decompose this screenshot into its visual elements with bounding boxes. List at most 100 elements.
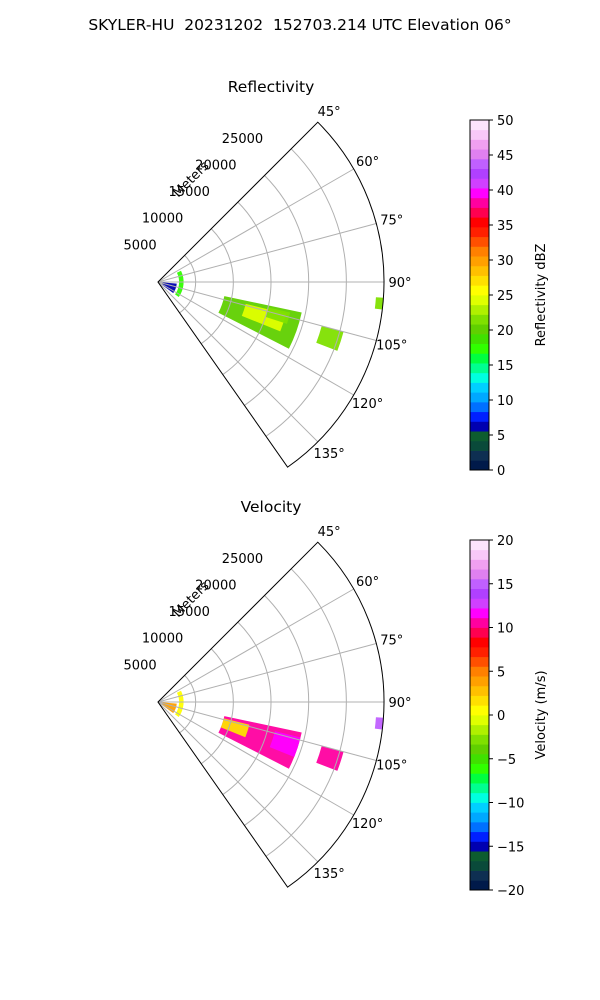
reflectivity-colorbar-segment xyxy=(470,120,489,131)
velocity-colorbar-segment xyxy=(470,715,489,726)
velocity-colorbar-segment xyxy=(470,549,489,560)
velocity-colorbar-tick-label: 5 xyxy=(497,665,505,680)
velocity-azimuth-gridline xyxy=(157,701,354,816)
velocity-colorbar-segment xyxy=(470,569,489,580)
reflectivity-colorbar-tick-label: 20 xyxy=(497,324,514,339)
velocity-azimuth-tick-label: 90° xyxy=(388,696,411,711)
velocity-colorbar-segment xyxy=(470,753,489,765)
figure-title: SKYLER-HU 20231202 152703.214 UTC Elevat… xyxy=(88,16,512,34)
reflectivity-colorbar-segment xyxy=(470,207,489,218)
velocity-colorbar-segment xyxy=(470,598,489,609)
velocity-azimuth-gridline xyxy=(157,588,354,703)
velocity-colorbar-segment xyxy=(470,783,489,794)
velocity-azimuth-tick-label: 60° xyxy=(356,575,379,590)
reflectivity-colorbar-tick-label: 25 xyxy=(497,289,514,304)
velocity-colorbar-segment xyxy=(470,812,489,823)
reflectivity-azimuth-gridline xyxy=(157,281,319,443)
velocity-azimuth-tick-label: 120° xyxy=(352,817,383,832)
velocity-azimuth-tick-label: 45° xyxy=(318,525,341,540)
reflectivity-colorbar-segment xyxy=(470,382,489,393)
reflectivity-colorbar-segment xyxy=(470,188,489,199)
reflectivity-echo-region xyxy=(175,270,184,298)
reflectivity-azimuth-gridline xyxy=(157,281,377,341)
reflectivity-range-ring xyxy=(244,175,310,406)
velocity-radial-tick-label: 20000 xyxy=(195,578,236,593)
reflectivity-colorbar-segment xyxy=(470,275,489,286)
velocity-colorbar-segment xyxy=(470,792,489,803)
velocity-echo-region xyxy=(374,717,384,730)
velocity-colorbar-segment xyxy=(470,637,489,648)
reflectivity-radial-tick-label: 15000 xyxy=(169,185,210,200)
reflectivity-colorbar-segment xyxy=(470,246,489,257)
reflectivity-colorbar-segment xyxy=(470,168,489,179)
velocity-colorbar-segment xyxy=(470,685,489,696)
reflectivity-azimuth-tick-label: 75° xyxy=(380,213,403,228)
reflectivity-colorbar-segment xyxy=(470,139,489,150)
velocity-colorbar-segment xyxy=(470,870,489,881)
velocity-colorbar-segment xyxy=(470,559,489,570)
reflectivity-colorbar-segment xyxy=(470,236,489,247)
velocity-azimuth-tick-label: 75° xyxy=(380,633,403,648)
reflectivity-colorbar-segment xyxy=(470,401,489,413)
reflectivity-range-ring xyxy=(200,228,234,345)
velocity-colorbar-segment xyxy=(470,831,489,842)
reflectivity-echo-region xyxy=(316,325,344,351)
reflectivity-colorbar-segment xyxy=(470,178,489,189)
reflectivity-azimuth-tick-label: 90° xyxy=(388,276,411,291)
reflectivity-radial-tick-label: 20000 xyxy=(195,158,236,173)
reflectivity-colorbar-tick-label: 40 xyxy=(497,184,514,199)
velocity-colorbar-segment xyxy=(470,646,489,658)
reflectivity-colorbar-segment xyxy=(470,431,489,442)
velocity-colorbar-label: Velocity (m/s) xyxy=(534,670,549,759)
reflectivity-colorbar-segment xyxy=(470,411,489,422)
velocity-colorbar-segment xyxy=(470,880,489,891)
reflectivity-echo-region xyxy=(265,307,291,324)
velocity-radial-tick-label: 5000 xyxy=(124,658,157,673)
reflectivity-azimuth-tick-label: 105° xyxy=(376,339,407,354)
reflectivity-colorbar-segment xyxy=(470,256,489,267)
velocity-range-ring xyxy=(222,621,272,795)
velocity-colorbar-segment xyxy=(470,540,489,551)
reflectivity-colorbar-segment xyxy=(470,353,489,364)
reflectivity-colorbar-segment xyxy=(470,392,489,403)
velocity-colorbar-tick-label: 0 xyxy=(497,709,505,724)
velocity-azimuth-gridline xyxy=(157,701,377,761)
velocity-colorbar-tick-label: −5 xyxy=(497,753,516,768)
reflectivity-colorbar-tick-label: 5 xyxy=(497,429,505,444)
velocity-colorbar-segment xyxy=(470,744,489,755)
velocity-colorbar-segment xyxy=(470,676,489,687)
reflectivity-radial-tick-label: 25000 xyxy=(222,132,263,147)
velocity-range-ring xyxy=(265,568,347,857)
velocity-colorbar-segment xyxy=(470,841,489,852)
reflectivity-colorbar-segment xyxy=(470,226,489,238)
velocity-colorbar-tick-label: −10 xyxy=(497,797,524,812)
velocity-range-ring xyxy=(179,675,197,734)
reflectivity-range-ring xyxy=(265,148,347,437)
velocity-echo-region xyxy=(175,690,184,718)
reflectivity-colorbar-segment xyxy=(470,343,489,354)
reflectivity-colorbar-label: Reflectivity dBZ xyxy=(534,244,549,347)
velocity-colorbar-tick-label: 20 xyxy=(497,534,514,549)
velocity-colorbar-segment xyxy=(470,695,489,706)
velocity-colorbar-segment xyxy=(470,851,489,862)
reflectivity-colorbar-tick-label: 50 xyxy=(497,114,514,129)
velocity-colorbar-segment xyxy=(470,588,489,599)
reflectivity-azimuth-gridline xyxy=(157,168,354,283)
reflectivity-colorbar-segment xyxy=(470,285,489,296)
reflectivity-title: Reflectivity xyxy=(228,78,315,96)
velocity-colorbar-segment xyxy=(470,763,489,774)
reflectivity-colorbar-segment xyxy=(470,304,489,315)
reflectivity-range-ring xyxy=(179,255,197,314)
reflectivity-colorbar-tick-label: 35 xyxy=(497,219,514,234)
velocity-radial-tick-label: 25000 xyxy=(222,552,263,567)
velocity-colorbar-segment xyxy=(470,617,489,628)
velocity-colorbar-segment xyxy=(470,734,489,745)
reflectivity-colorbar-segment xyxy=(470,265,489,276)
velocity-colorbar-segment xyxy=(470,821,489,833)
reflectivity-azimuth-gridline xyxy=(157,223,377,283)
velocity-colorbar-segment xyxy=(470,705,489,716)
velocity-colorbar-segment xyxy=(470,627,489,638)
reflectivity-colorbar-segment xyxy=(470,129,489,140)
reflectivity-colorbar-segment xyxy=(470,421,489,432)
reflectivity-colorbar-segment xyxy=(470,333,489,345)
